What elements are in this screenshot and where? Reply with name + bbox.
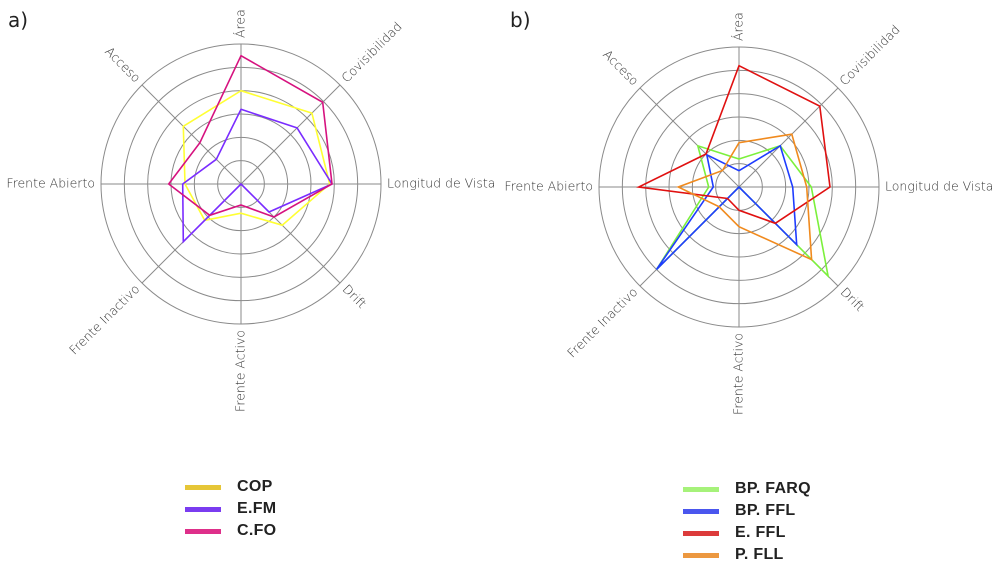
axis-label: Longitud de Vista: [387, 176, 495, 191]
legend-label: BP. FFL: [735, 502, 796, 519]
series-line-cop: [182, 89, 331, 227]
axis-label: Área: [731, 12, 746, 41]
axis-spoke: [141, 84, 242, 185]
axis-spoke: [738, 87, 839, 188]
series-line-e-ffl: [635, 64, 831, 225]
axis-label: Covisibilidad: [836, 22, 903, 89]
panel-label: a): [8, 8, 28, 32]
axis-label: Frente Inactivo: [66, 281, 142, 357]
legend-item: BP. FFL: [683, 500, 811, 522]
legend-item: C.FO: [185, 520, 276, 542]
legend-swatch: [185, 528, 221, 534]
legend-swatch: [185, 506, 221, 512]
legend-label: E. FFL: [735, 524, 786, 541]
legend-label: COP: [237, 478, 273, 495]
legend-swatch: [683, 508, 719, 514]
series-line-bp-ffl: [655, 144, 798, 271]
legend-item: E.FM: [185, 498, 276, 520]
legend-item: E. FFL: [683, 522, 811, 544]
legend-label: E.FM: [237, 500, 277, 517]
legend-label: BP. FARQ: [735, 480, 811, 497]
axis-label: Frente Activo: [731, 333, 746, 415]
axis-label: Covisibilidad: [338, 19, 405, 86]
series-line-e-fm: [181, 108, 334, 244]
axis-label: Drift: [340, 281, 370, 311]
radar-chart-b: Área Covisibilidad Longitud de Vista Drift F…: [504, 12, 993, 415]
axis-label: Longitud de Vista: [885, 179, 993, 194]
legend-b: BP. FARQ BP. FFL E. FFL P. FLL: [683, 478, 811, 566]
axis-spoke: [639, 87, 740, 188]
axis-label: Acceso: [600, 47, 642, 89]
axis-label: Drift: [838, 284, 868, 314]
axis-label: Frente Activo: [233, 330, 248, 412]
legend-label: C.FO: [237, 522, 277, 539]
axis-spoke: [240, 84, 341, 185]
panel-label: b): [510, 8, 531, 32]
axis-label: Área: [233, 9, 248, 38]
legend-label: P. FLL: [735, 546, 784, 563]
axis-label: Frente Abierto: [6, 176, 95, 191]
legend-item: COP: [185, 476, 276, 498]
legend-swatch: [683, 530, 719, 536]
legend-item: P. FLL: [683, 544, 811, 566]
legend-swatch: [683, 552, 719, 558]
legend-item: BP. FARQ: [683, 478, 811, 500]
series-line-c-fo: [167, 54, 333, 218]
series-line-p-fll: [676, 133, 813, 261]
axis-label: Frente Inactivo: [564, 284, 640, 360]
radar-chart-a: Área Covisibilidad Longitud de Vista Drift F…: [6, 9, 495, 412]
axis-label: Acceso: [102, 44, 144, 86]
legend-a: COP E.FM C.FO: [185, 476, 276, 542]
legend-swatch: [683, 486, 719, 492]
axis-label: Frente Abierto: [504, 179, 593, 194]
legend-swatch: [185, 484, 221, 490]
